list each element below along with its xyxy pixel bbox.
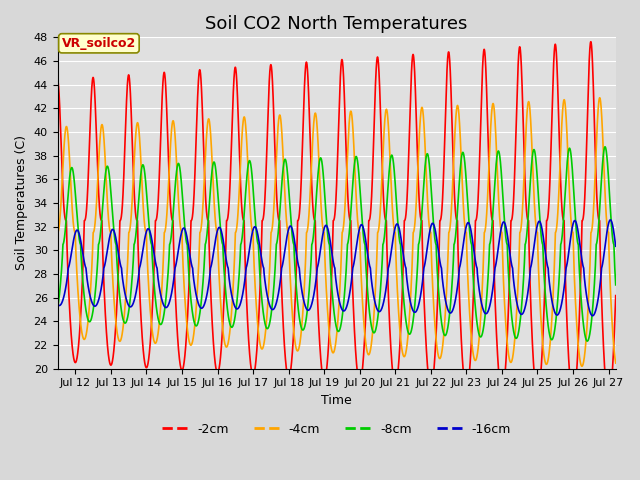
Text: VR_soilco2: VR_soilco2	[62, 37, 136, 50]
Title: Soil CO2 North Temperatures: Soil CO2 North Temperatures	[205, 15, 468, 33]
X-axis label: Time: Time	[321, 394, 352, 407]
Legend: -2cm, -4cm, -8cm, -16cm: -2cm, -4cm, -8cm, -16cm	[157, 418, 516, 441]
Y-axis label: Soil Temperatures (C): Soil Temperatures (C)	[15, 135, 28, 270]
